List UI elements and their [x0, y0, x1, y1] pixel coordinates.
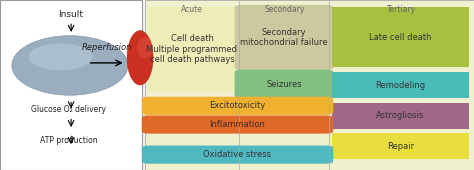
Text: Seizures: Seizures	[266, 80, 302, 89]
FancyBboxPatch shape	[142, 115, 333, 134]
Text: Secondary: Secondary	[264, 5, 305, 14]
Text: Tertiary: Tertiary	[387, 5, 417, 14]
Text: Insult: Insult	[59, 10, 83, 19]
Text: Repair: Repair	[387, 142, 414, 151]
Text: Acute: Acute	[181, 5, 203, 14]
Ellipse shape	[127, 31, 153, 85]
FancyBboxPatch shape	[145, 0, 474, 170]
FancyBboxPatch shape	[0, 0, 142, 170]
Text: Late cell death: Late cell death	[369, 33, 432, 42]
Text: Remodeling: Remodeling	[375, 81, 426, 89]
FancyBboxPatch shape	[332, 7, 469, 67]
FancyBboxPatch shape	[235, 70, 333, 99]
Ellipse shape	[12, 36, 128, 95]
FancyBboxPatch shape	[332, 103, 469, 129]
Ellipse shape	[28, 44, 92, 70]
Text: Secondary
mitochondrial failure: Secondary mitochondrial failure	[240, 28, 328, 47]
Text: Oxidative stress: Oxidative stress	[203, 150, 272, 159]
FancyBboxPatch shape	[148, 7, 236, 91]
FancyBboxPatch shape	[142, 146, 333, 164]
Text: Glucose O₂ delivery: Glucose O₂ delivery	[31, 105, 106, 114]
Text: ATP production: ATP production	[40, 136, 98, 145]
FancyBboxPatch shape	[142, 97, 333, 115]
FancyBboxPatch shape	[235, 5, 333, 70]
Text: Reperfusion: Reperfusion	[82, 43, 132, 52]
FancyBboxPatch shape	[332, 72, 469, 98]
Text: Astrogliosis: Astrogliosis	[376, 111, 425, 120]
Ellipse shape	[137, 37, 153, 58]
Text: Inflammation: Inflammation	[210, 120, 265, 129]
Text: Cell death
Multiple programmed
cell death pathways: Cell death Multiple programmed cell deat…	[146, 34, 237, 64]
FancyBboxPatch shape	[332, 133, 469, 159]
Text: Excitotoxicity: Excitotoxicity	[210, 101, 265, 110]
